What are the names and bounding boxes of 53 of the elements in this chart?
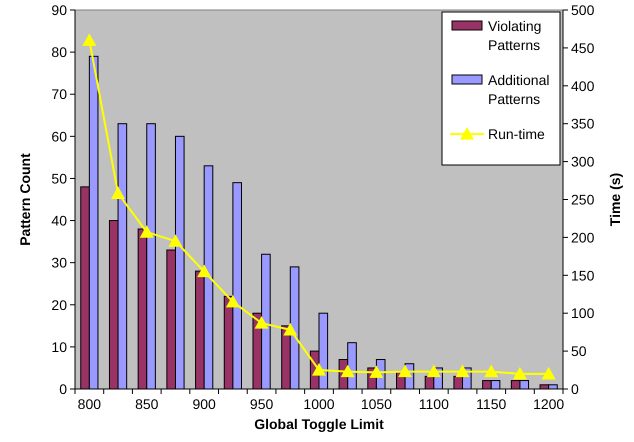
point [111,186,126,200]
point [82,33,96,46]
y-tick-label: 20 [51,296,68,313]
point [484,364,498,378]
x-tick-label: 950 [250,396,274,412]
x-tick-label: 1150 [476,396,506,412]
y2-tick-label: 200 [571,229,595,246]
point [542,366,556,380]
legend-label: Run-time [488,126,546,142]
point [168,234,182,247]
point [456,364,470,378]
x-tick-label: 1100 [418,396,450,412]
x-tick-label: 900 [192,396,216,412]
x-tick-label: 850 [135,396,159,412]
y-axis-title: Pattern Count [17,152,33,246]
legend-label: Violating Patterns [488,18,542,53]
point [197,264,212,278]
point [398,364,412,378]
y-tick-label: 50 [51,170,68,186]
point [426,364,441,378]
y-tick-label: 60 [51,128,68,144]
point [254,316,269,329]
y-tick-label: 30 [51,254,68,271]
x-tick-label: 800 [78,396,102,412]
point [340,364,355,378]
y2-tick-label: 0 [571,381,579,397]
y-tick-label: 80 [51,44,68,60]
y2-tick-label: 100 [571,305,595,322]
y2-tick-label: 400 [571,78,595,94]
y2-tick-label: 50 [571,343,587,360]
point [283,322,298,336]
y-tick-label: 40 [51,212,68,229]
y-tick-label: 0 [59,381,68,397]
y-tick-label: 90 [51,2,68,18]
x-tick-label: 1200 [533,396,564,412]
y2-tick-label: 150 [571,267,595,284]
x-tick-label: 1000 [303,396,335,412]
y2-tick-label: 450 [571,40,595,56]
y2-tick-label: 350 [571,116,595,132]
point [312,363,326,376]
x-axis-title: Global Toggle Limit [254,416,384,432]
y2-tick-label: 250 [571,192,595,208]
y-tick-label: 70 [51,86,68,102]
point [226,294,240,308]
y-tick-label: 10 [51,338,68,355]
y2-tick-label: 300 [571,154,595,170]
point [369,365,384,378]
x-tick-label: 1050 [360,396,392,412]
point [512,366,527,380]
point [140,225,154,238]
legend-label: Additional Patterns [488,72,550,107]
y2-tick-label: 500 [571,2,595,18]
y2-axis-title: Time (s) [607,172,623,226]
